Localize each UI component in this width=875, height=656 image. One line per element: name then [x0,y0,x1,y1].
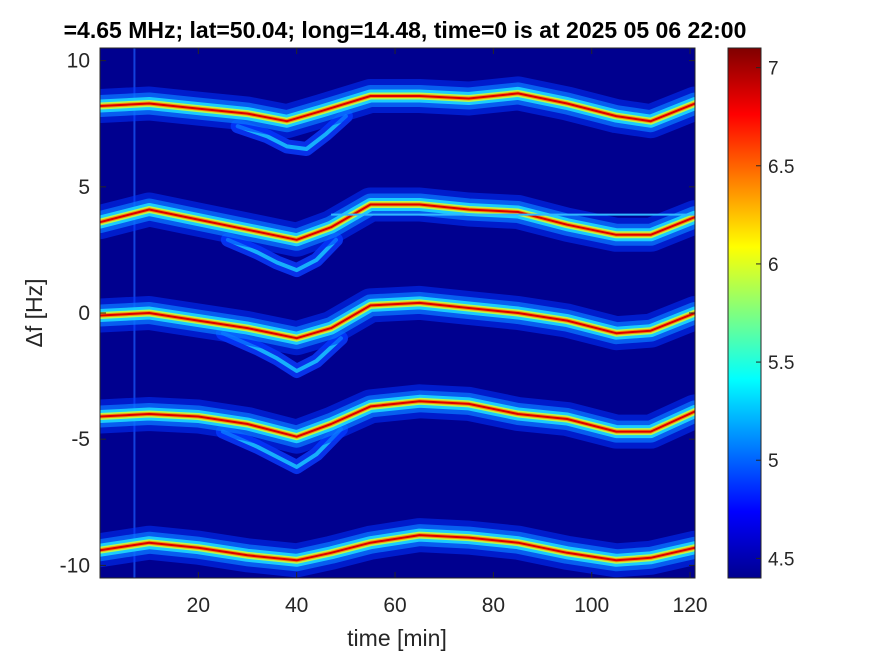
colorbar-tick-label: 7 [768,59,779,80]
y-tick-label: 0 [78,302,90,325]
doppler-trace-2 [100,203,695,241]
colorbar-tick-label: 6.5 [768,157,794,178]
doppler-trace-4 [100,400,695,438]
x-tick-label: 20 [187,594,210,617]
secondary-trace [225,237,338,273]
colorbar-tick-label: 5.5 [768,353,794,374]
chart-title: =4.65 MHz; lat=50.04; long=14.48, time=0… [64,17,747,43]
y-tick-label: 5 [78,176,90,199]
y-axis-ticks: 10 5 0 -5 -10 [60,50,695,577]
x-tick-label: 100 [574,594,609,617]
colorbar [727,47,762,579]
secondary-trace [220,427,343,469]
doppler-trace-3 [100,301,695,340]
x-tick-label: 120 [673,594,708,617]
doppler-trace-1 [100,92,695,123]
y-axis-label: Δf [Hz] [21,278,47,347]
y-tick-label: -5 [71,428,90,451]
colorbar-tick-label: 5 [768,451,779,472]
colorbar-tick-label: 4.5 [768,549,794,570]
plot-marks [100,48,695,578]
colorbar-tick-label: 6 [768,255,779,276]
doppler-trace-5 [100,534,695,562]
x-axis-label: time [min] [347,625,447,651]
secondary-trace [235,114,348,151]
x-tick-label: 40 [285,594,308,617]
y-tick-label: 10 [67,50,90,73]
y-tick-label: -10 [60,554,90,577]
colorbar-ticks: 7 6.5 6 5.5 5 4.5 [756,59,794,570]
x-tick-label: 60 [383,594,406,617]
x-tick-label: 80 [482,594,505,617]
x-axis-ticks: 20 40 60 80 100 120 [187,48,708,617]
